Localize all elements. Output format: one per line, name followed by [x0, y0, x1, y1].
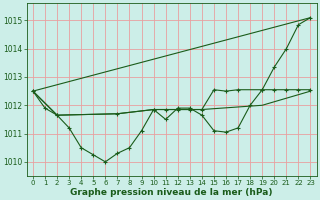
X-axis label: Graphe pression niveau de la mer (hPa): Graphe pression niveau de la mer (hPa) [70, 188, 273, 197]
